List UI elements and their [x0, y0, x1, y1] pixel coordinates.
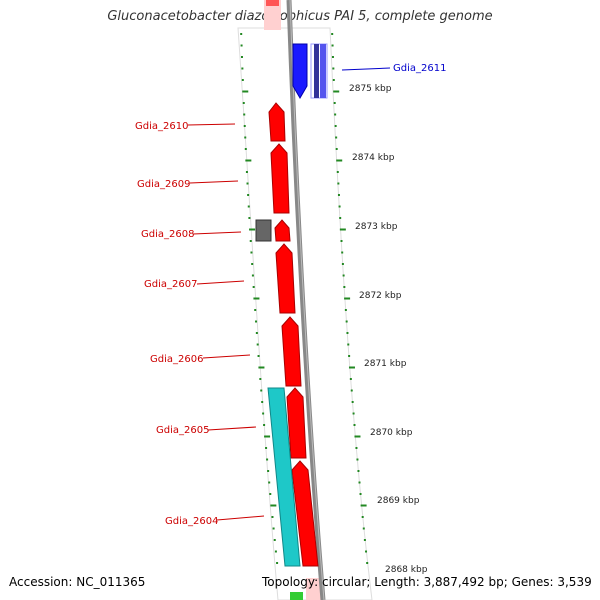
gene-label-gdia-2607[interactable]: Gdia_2607	[144, 279, 197, 290]
gene-label-gdia-2608[interactable]: Gdia_2608	[141, 229, 194, 240]
gene-gdia-2607-shape[interactable]	[275, 243, 296, 314]
genome-backbone	[286, 0, 326, 600]
gene-gdia-2605-shape[interactable]	[286, 387, 307, 459]
scale-label-2870: 2870 kbp	[370, 428, 413, 438]
gene-cyan-shape[interactable]	[267, 387, 301, 567]
gene-label-gdia-2611[interactable]: Gdia_2611	[393, 63, 446, 74]
gene-labels-left: Gdia_2610 Gdia_2609 Gdia_2608 Gdia_2607 …	[135, 121, 265, 527]
scale-labels: 2875 kbp 2874 kbp 2873 kbp 2872 kbp 2871…	[349, 84, 428, 575]
gene-gdia-2610-shape[interactable]	[268, 102, 286, 142]
scale-label-2875: 2875 kbp	[349, 84, 392, 94]
tick-marks-left	[240, 33, 279, 564]
gene-label-gdia-2604[interactable]: Gdia_2604	[165, 516, 218, 527]
tick-marks-right	[331, 33, 369, 564]
gene-gdia-2611[interactable]	[292, 43, 328, 99]
scale-label-2869: 2869 kbp	[377, 496, 420, 506]
accession-label: Accession:	[9, 575, 73, 589]
gene-gdia-2611-arrow[interactable]	[292, 43, 308, 99]
gene-gdia-2604-shape[interactable]	[291, 460, 319, 567]
gene-edge-bottom[interactable]	[306, 578, 322, 600]
scale-label-2868: 2868 kbp	[385, 565, 428, 575]
length-value: 3,887,492 bp;	[423, 575, 508, 589]
gene-gdia-2608-shape[interactable]	[255, 219, 291, 242]
scale-label-2871: 2871 kbp	[364, 359, 407, 369]
genes-label: Genes:	[511, 575, 554, 589]
length-label: Length:	[374, 575, 420, 589]
gene-label-gdia-2605[interactable]: Gdia_2605	[156, 425, 209, 436]
gene-label-gdia-2609[interactable]: Gdia_2609	[137, 179, 190, 190]
gene-labels-right: Gdia_2611	[341, 63, 446, 74]
scale-label-2873: 2873 kbp	[355, 222, 398, 232]
gene-edge-top-inner[interactable]	[266, 0, 279, 6]
gene-label-gdia-2606[interactable]: Gdia_2606	[150, 354, 203, 365]
gene-gdia-2606-shape[interactable]	[281, 316, 302, 387]
gene-gdia-2609-shape[interactable]	[270, 143, 290, 214]
genes-value: 3,539	[557, 575, 592, 589]
topology-label: Topology:	[262, 575, 319, 589]
gene-label-gdia-2610[interactable]: Gdia_2610	[135, 121, 188, 132]
genome-stats: Topology: circular; Length: 3,887,492 bp…	[262, 575, 592, 589]
scale-label-2872: 2872 kbp	[359, 291, 402, 301]
genome-title: Gluconacetobacter diazotrophicus PAI 5, …	[107, 9, 493, 24]
scale-label-2874: 2874 kbp	[352, 153, 395, 163]
topology-value: circular;	[321, 575, 371, 589]
accession-value: NC_011365	[76, 575, 146, 589]
gene-edge-top[interactable]	[264, 0, 281, 30]
accession-info: Accession: NC_011365	[9, 575, 145, 589]
gene-edge-green[interactable]	[290, 592, 303, 600]
